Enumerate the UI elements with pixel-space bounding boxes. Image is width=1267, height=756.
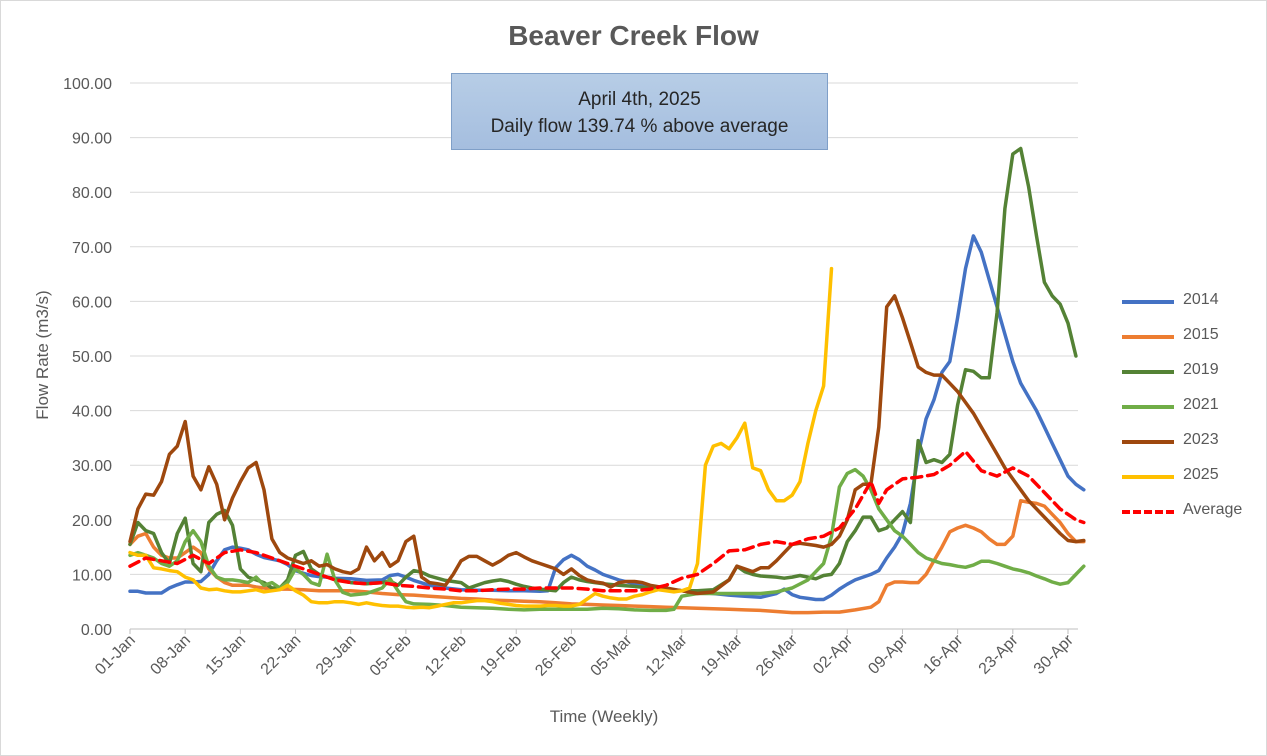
x-tick-label: 09-Apr	[865, 631, 911, 677]
x-tick-label: 05-Mar	[588, 631, 636, 679]
legend-swatch	[1122, 370, 1174, 374]
x-tick-label: 08-Jan	[147, 632, 194, 679]
x-tick-label: 29-Jan	[313, 632, 360, 679]
annotation-date: April 4th, 2025	[578, 89, 701, 110]
legend-label: 2021	[1183, 396, 1219, 413]
y-tick-label: 60.00	[72, 294, 112, 311]
x-tick-label: 22-Jan	[258, 632, 305, 679]
legend-label: 2025	[1183, 466, 1219, 483]
legend-swatch	[1122, 440, 1174, 444]
x-tick-label: 26-Feb	[532, 632, 580, 680]
x-axis-title: Time (Weekly)	[550, 707, 659, 726]
x-tick-label: 16-Apr	[920, 631, 966, 677]
legend-swatch	[1122, 300, 1174, 304]
y-tick-label: 30.00	[72, 458, 112, 475]
x-tick-label: 12-Feb	[422, 632, 470, 680]
chart-title: Beaver Creek Flow	[508, 20, 759, 51]
y-tick-label: 70.00	[72, 240, 112, 257]
y-tick-label: 10.00	[72, 567, 112, 584]
series-line-2014	[128, 234, 1086, 602]
legend-swatch	[1122, 475, 1174, 479]
legend-swatch	[1122, 335, 1174, 339]
legend-label: 2019	[1183, 361, 1219, 378]
x-tick-label: 19-Feb	[477, 632, 525, 680]
y-tick-label: 50.00	[72, 349, 112, 366]
series-line-2023	[128, 294, 1086, 596]
legend-label: 2015	[1183, 326, 1219, 343]
y-tick-label: 100.00	[63, 76, 112, 93]
series-line-2015	[128, 498, 1086, 615]
x-tick-label: 12-Mar	[643, 631, 691, 679]
series-line-2025	[128, 266, 834, 610]
x-tick-label: 05-Feb	[367, 632, 415, 680]
annotation-box: April 4th, 2025 Daily flow 139.74 % abov…	[451, 73, 828, 150]
x-tick-label: 02-Apr	[810, 631, 856, 677]
legend-label: 2014	[1183, 291, 1219, 308]
annotation-flow-text: Daily flow 139.74 % above average	[490, 116, 789, 137]
x-tick-label: 19-Mar	[698, 631, 746, 679]
y-tick-label: 0.00	[81, 622, 112, 639]
legend-label: Average	[1183, 501, 1243, 518]
x-tick-label: 23-Apr	[976, 631, 1022, 677]
y-axis-title: Flow Rate (m3/s)	[33, 290, 52, 419]
legend-swatch	[1122, 510, 1174, 514]
series-line-2021	[128, 467, 1086, 613]
series-line-average	[128, 449, 1086, 593]
legend-label: 2023	[1183, 431, 1219, 448]
series-line-2019	[128, 146, 1078, 593]
legend-swatch	[1122, 405, 1174, 409]
y-tick-label: 40.00	[72, 404, 112, 421]
y-tick-label: 90.00	[72, 131, 112, 148]
x-tick-label: 15-Jan	[203, 632, 250, 679]
x-tick-label: 30-Apr	[1031, 631, 1077, 677]
x-tick-label: 26-Mar	[753, 631, 801, 679]
y-tick-label: 20.00	[72, 513, 112, 530]
y-tick-label: 80.00	[72, 185, 112, 202]
